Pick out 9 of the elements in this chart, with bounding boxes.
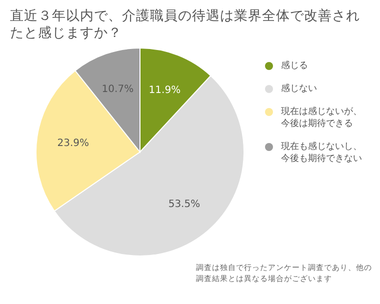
data-label: 53.5% bbox=[168, 199, 200, 210]
legend-label: 感じない bbox=[281, 83, 318, 95]
data-label: 10.7% bbox=[102, 84, 134, 96]
data-label: 23.9% bbox=[57, 138, 90, 150]
legend-label: 現在は感じないが、今後は期待できる bbox=[281, 106, 363, 130]
legend-label: 現在も感じないし、今後も期待できない bbox=[281, 141, 363, 165]
chart-title: 直近３年以内で、介護職員の待遇は業界全体で改善されたと感じますか？ bbox=[10, 8, 361, 42]
data-label: 11.9% bbox=[148, 85, 181, 96]
legend-label: 感じる bbox=[281, 60, 309, 72]
